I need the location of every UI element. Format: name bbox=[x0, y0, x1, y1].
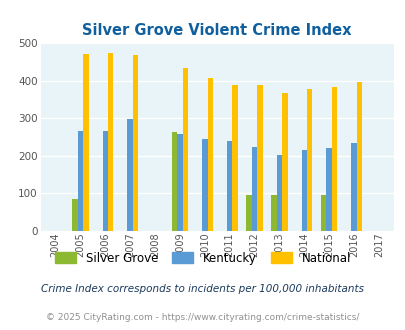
Bar bbox=[127, 119, 132, 231]
Bar bbox=[232, 85, 237, 231]
Bar bbox=[356, 82, 361, 231]
Title: Silver Grove Violent Crime Index: Silver Grove Violent Crime Index bbox=[82, 22, 351, 38]
Bar bbox=[306, 89, 312, 231]
Bar bbox=[171, 132, 177, 231]
Bar bbox=[326, 148, 331, 231]
Bar bbox=[301, 150, 306, 231]
Bar bbox=[271, 195, 276, 231]
Bar bbox=[177, 134, 182, 231]
Bar bbox=[83, 54, 88, 231]
Legend: Silver Grove, Kentucky, National: Silver Grove, Kentucky, National bbox=[55, 252, 350, 265]
Text: © 2025 CityRating.com - https://www.cityrating.com/crime-statistics/: © 2025 CityRating.com - https://www.city… bbox=[46, 313, 359, 322]
Bar bbox=[276, 155, 281, 231]
Bar bbox=[331, 87, 337, 231]
Bar bbox=[246, 195, 251, 231]
Bar bbox=[251, 147, 257, 231]
Bar bbox=[350, 143, 356, 231]
Bar bbox=[207, 78, 213, 231]
Bar bbox=[77, 131, 83, 231]
Bar bbox=[72, 199, 77, 231]
Bar bbox=[102, 131, 108, 231]
Bar bbox=[182, 69, 188, 231]
Bar bbox=[257, 85, 262, 231]
Bar bbox=[108, 53, 113, 231]
Bar bbox=[202, 139, 207, 231]
Text: Crime Index corresponds to incidents per 100,000 inhabitants: Crime Index corresponds to incidents per… bbox=[41, 284, 364, 294]
Bar bbox=[226, 141, 232, 231]
Bar bbox=[281, 93, 287, 231]
Bar bbox=[320, 195, 326, 231]
Bar bbox=[132, 55, 138, 231]
